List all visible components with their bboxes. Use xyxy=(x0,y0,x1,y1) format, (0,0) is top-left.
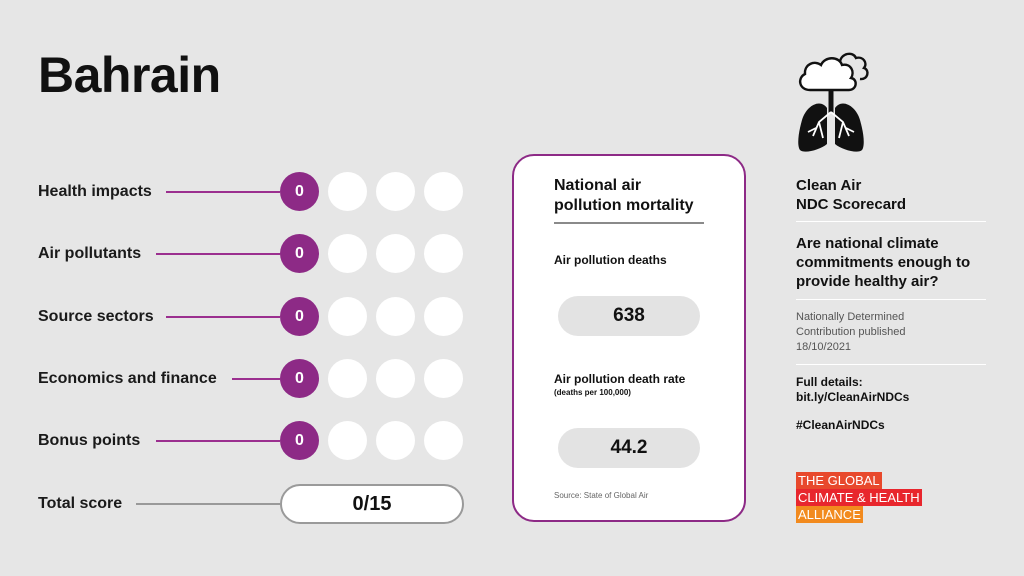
empty-dot xyxy=(328,172,367,211)
empty-dot xyxy=(376,421,415,460)
hashtag: #CleanAirNDCs xyxy=(796,418,885,432)
empty-dot xyxy=(424,421,463,460)
details: Full details: bit.ly/CleanAirNDCs xyxy=(796,375,909,405)
ndc-info: Nationally Determined Contribution publi… xyxy=(796,310,986,355)
divider xyxy=(796,221,986,222)
criterion-label: Bonus points xyxy=(38,432,141,449)
criterion-label: Source sectors xyxy=(38,308,154,325)
connector-line xyxy=(156,440,280,442)
score-dot: 0 xyxy=(280,234,319,273)
ndc-line: Contribution published xyxy=(796,326,906,338)
deaths-value: 638 xyxy=(558,296,700,336)
empty-dot xyxy=(328,421,367,460)
criterion-row: Economics and finance 0 xyxy=(38,359,468,399)
source-note: Source: State of Global Air xyxy=(554,491,649,500)
details-link[interactable]: bit.ly/CleanAirNDCs xyxy=(796,390,910,404)
score-dot: 0 xyxy=(280,297,319,336)
empty-dot xyxy=(376,359,415,398)
logo-line: THE GLOBAL xyxy=(796,472,882,489)
criterion-label: Economics and finance xyxy=(38,370,217,387)
scorecard-question: Are national climate commitments enough … xyxy=(796,235,971,290)
rate-unit: (deaths per 100,000) xyxy=(554,388,631,397)
card-title: National air pollution mortality xyxy=(554,176,704,224)
criterion-row: Air pollutants 0 xyxy=(38,234,468,274)
criterion-row: Health impacts 0 xyxy=(38,172,468,212)
empty-dot xyxy=(328,234,367,273)
score-dots: 0 xyxy=(280,172,463,211)
score-dot: 0 xyxy=(280,359,319,398)
criterion-label: Health impacts xyxy=(38,183,152,200)
total-row: Total score 0/15 xyxy=(38,484,468,524)
scorecard-title: Clean Air NDC Scorecard xyxy=(796,176,906,214)
connector-line xyxy=(136,503,280,505)
gcha-logo: THE GLOBAL CLIMATE & HEALTH ALLIANCE xyxy=(796,472,922,523)
ndc-line: Nationally Determined xyxy=(796,311,905,323)
rate-label: Air pollution death rate xyxy=(554,372,686,386)
empty-dot xyxy=(376,172,415,211)
empty-dot xyxy=(376,297,415,336)
criterion-label: Air pollutants xyxy=(38,245,142,262)
empty-dot xyxy=(424,234,463,273)
cloud-lungs-icon xyxy=(798,52,869,152)
empty-dot xyxy=(328,297,367,336)
ndc-date: 18/10/2021 xyxy=(796,341,852,353)
connector-line xyxy=(232,378,280,380)
empty-dot xyxy=(328,359,367,398)
divider xyxy=(796,299,986,300)
connector-line xyxy=(166,316,280,318)
criterion-row: Bonus points 0 xyxy=(38,421,468,461)
score-dots: 0 xyxy=(280,359,463,398)
score-dots: 0 xyxy=(280,297,463,336)
criterion-row: Source sectors 0 xyxy=(38,297,468,337)
total-label: Total score xyxy=(38,495,123,512)
empty-dot xyxy=(376,234,415,273)
logo-line: ALLIANCE xyxy=(796,506,863,523)
country-title: Bahrain xyxy=(38,47,221,103)
score-dots: 0 xyxy=(280,234,463,273)
divider xyxy=(796,364,986,365)
deaths-label: Air pollution deaths xyxy=(554,253,667,267)
score-dot: 0 xyxy=(280,421,319,460)
details-label: Full details: xyxy=(796,375,863,389)
connector-line xyxy=(156,253,280,255)
total-score: 0/15 xyxy=(280,484,464,524)
mortality-card: National air pollution mortality Air pol… xyxy=(512,154,746,522)
scorecard-title-line: Clean Air xyxy=(796,177,862,194)
score-dots: 0 xyxy=(280,421,463,460)
empty-dot xyxy=(424,359,463,398)
logo-line: CLIMATE & HEALTH xyxy=(796,489,922,506)
scorecard-title-line: NDC Scorecard xyxy=(796,196,907,213)
empty-dot xyxy=(424,297,463,336)
empty-dot xyxy=(424,172,463,211)
score-dot: 0 xyxy=(280,172,319,211)
connector-line xyxy=(166,191,280,193)
rate-value: 44.2 xyxy=(558,428,700,468)
